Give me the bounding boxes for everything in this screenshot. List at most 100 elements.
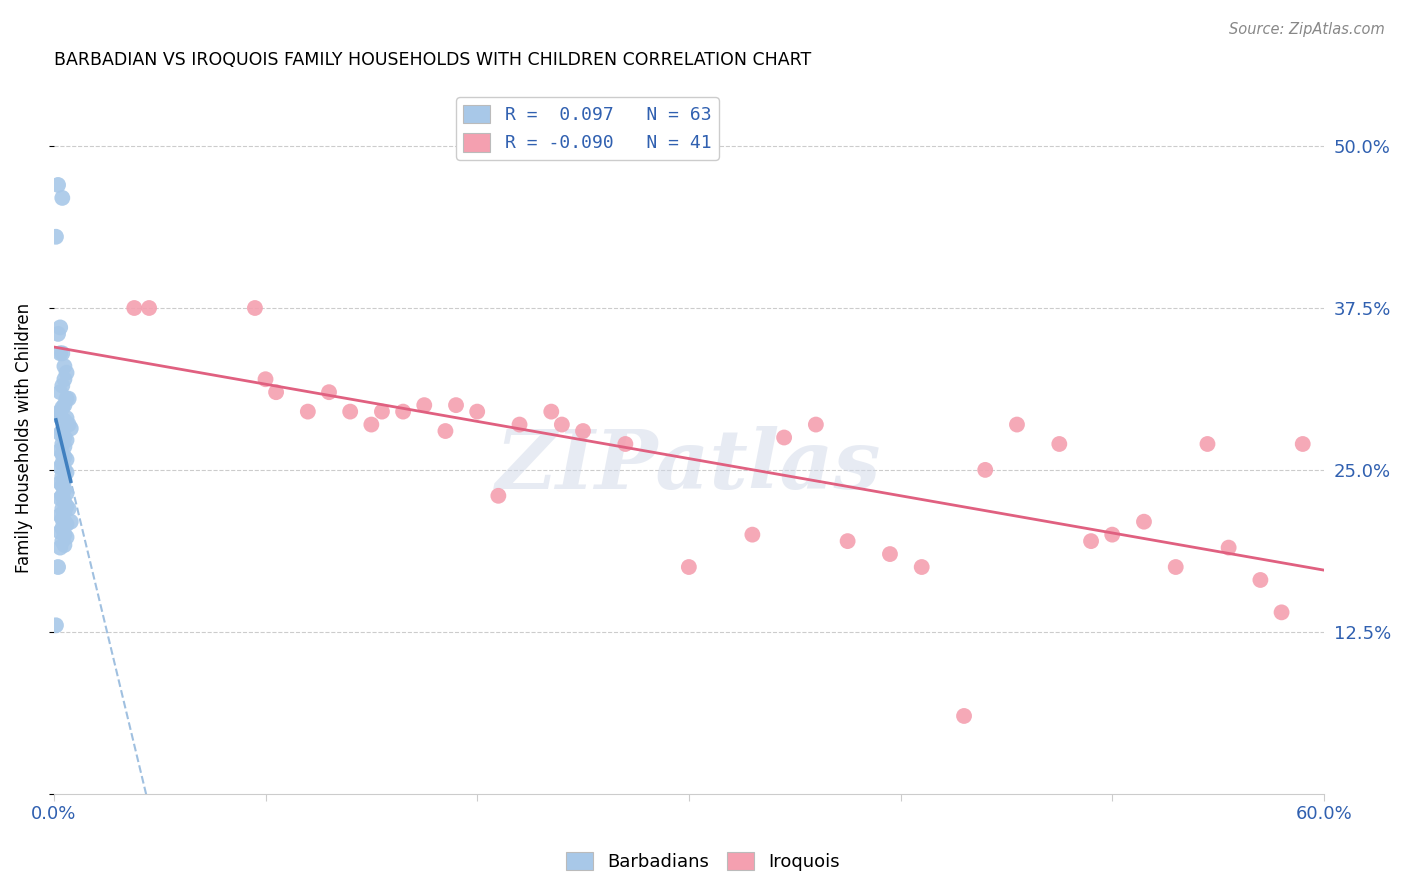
Point: [1080, 534, 1102, 549]
Point: [243, 301, 266, 315]
Point: [444, 398, 467, 412]
Point: [297, 404, 319, 418]
Point: [51, 378, 73, 392]
Point: [551, 417, 574, 432]
Point: [55, 366, 77, 380]
Point: [51, 457, 73, 471]
Point: [49, 541, 72, 555]
Point: [55, 452, 77, 467]
Point: [1218, 541, 1240, 555]
Point: [540, 404, 562, 418]
Point: [49, 508, 72, 523]
Legend: Barbadians, Iroquois: Barbadians, Iroquois: [558, 845, 848, 879]
Point: [53, 483, 76, 497]
Point: [837, 534, 859, 549]
Point: [58, 392, 80, 406]
Point: [49, 475, 72, 490]
Point: [486, 489, 509, 503]
Point: [413, 398, 436, 412]
Point: [879, 547, 901, 561]
Point: [55, 466, 77, 480]
Point: [49, 460, 72, 475]
Point: [1164, 560, 1187, 574]
Point: [434, 424, 457, 438]
Point: [339, 404, 361, 418]
Point: [46, 178, 69, 192]
Point: [264, 385, 287, 400]
Point: [509, 417, 531, 432]
Point: [1101, 527, 1123, 541]
Point: [360, 417, 382, 432]
Point: [55, 486, 77, 500]
Point: [741, 527, 763, 541]
Point: [51, 478, 73, 492]
Point: [1270, 605, 1292, 619]
Point: [53, 515, 76, 529]
Point: [53, 463, 76, 477]
Point: [53, 430, 76, 444]
Point: [49, 404, 72, 418]
Point: [46, 409, 69, 423]
Point: [53, 372, 76, 386]
Point: [1047, 437, 1070, 451]
Legend: R =  0.097   N = 63, R = -0.090   N = 41: R = 0.097 N = 63, R = -0.090 N = 41: [456, 97, 718, 160]
Point: [953, 709, 976, 723]
Point: [49, 443, 72, 458]
Text: Source: ZipAtlas.com: Source: ZipAtlas.com: [1229, 22, 1385, 37]
Point: [53, 398, 76, 412]
Point: [59, 421, 82, 435]
Point: [911, 560, 934, 574]
Point: [58, 417, 80, 432]
Point: [53, 359, 76, 374]
Point: [371, 404, 394, 418]
Point: [392, 404, 415, 418]
Point: [49, 346, 72, 360]
Point: [49, 524, 72, 539]
Point: [49, 426, 72, 441]
Point: [974, 463, 997, 477]
Point: [53, 440, 76, 454]
Point: [53, 495, 76, 509]
Point: [614, 437, 637, 451]
Point: [51, 469, 73, 483]
Text: ZIPatlas: ZIPatlas: [496, 426, 882, 506]
Point: [51, 489, 73, 503]
Point: [53, 504, 76, 518]
Point: [1292, 437, 1315, 451]
Point: [51, 437, 73, 451]
Point: [49, 320, 72, 334]
Point: [51, 521, 73, 535]
Point: [53, 450, 76, 464]
Point: [465, 404, 488, 418]
Point: [572, 424, 595, 438]
Point: [138, 301, 160, 315]
Point: [51, 501, 73, 516]
Point: [46, 560, 69, 574]
Point: [122, 301, 145, 315]
Point: [45, 229, 67, 244]
Point: [1005, 417, 1028, 432]
Point: [51, 447, 73, 461]
Text: BARBADIAN VS IROQUOIS FAMILY HOUSEHOLDS WITH CHILDREN CORRELATION CHART: BARBADIAN VS IROQUOIS FAMILY HOUSEHOLDS …: [53, 51, 811, 69]
Point: [55, 433, 77, 447]
Point: [318, 385, 340, 400]
Point: [46, 326, 69, 341]
Point: [1197, 437, 1219, 451]
Point: [254, 372, 277, 386]
Y-axis label: Family Households with Children: Family Households with Children: [15, 302, 32, 573]
Point: [51, 401, 73, 415]
Point: [53, 527, 76, 541]
Point: [55, 499, 77, 513]
Point: [51, 534, 73, 549]
Point: [49, 491, 72, 506]
Point: [53, 538, 76, 552]
Point: [51, 346, 73, 360]
Point: [51, 191, 73, 205]
Point: [1133, 515, 1156, 529]
Point: [45, 618, 67, 632]
Point: [51, 512, 73, 526]
Point: [51, 424, 73, 438]
Point: [55, 517, 77, 532]
Point: [773, 430, 796, 444]
Point: [1249, 573, 1271, 587]
